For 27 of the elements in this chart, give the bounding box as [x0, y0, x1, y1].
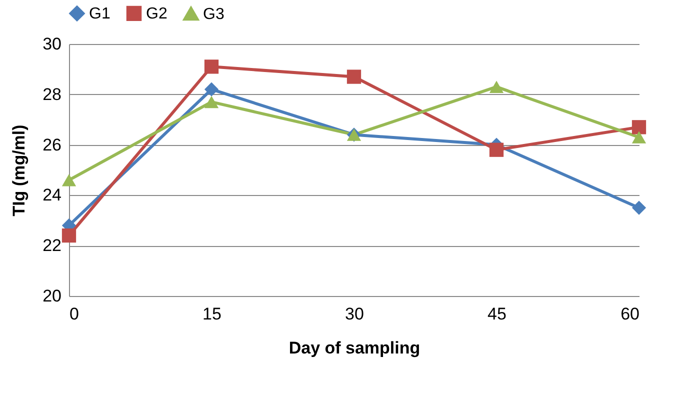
- legend-label: G1: [89, 5, 110, 22]
- y-tick-label: 30: [42, 34, 62, 54]
- point: [489, 80, 504, 93]
- y-tick-label: 22: [42, 236, 62, 256]
- point: [62, 174, 76, 186]
- x-tick-label: 0: [70, 304, 79, 324]
- point: [204, 60, 219, 74]
- legend-label: G3: [203, 6, 224, 23]
- point: [346, 70, 362, 84]
- x-tick-label: 15: [202, 304, 222, 324]
- point: [632, 120, 646, 134]
- point: [632, 131, 646, 144]
- y-axis-title: TIg (mg/ml): [10, 124, 29, 216]
- x-axis-title: Day of sampling: [288, 338, 420, 358]
- point: [204, 82, 219, 96]
- point: [489, 142, 504, 157]
- legend-label: G2: [146, 5, 168, 22]
- x-tick-label: 30: [345, 304, 364, 324]
- point: [62, 228, 76, 243]
- x-tick-label: 60: [620, 304, 640, 324]
- y-tick-label: 24: [42, 186, 62, 205]
- point: [632, 200, 646, 215]
- y-tick-label: 20: [42, 286, 62, 306]
- y-tick-label: 28: [42, 84, 62, 104]
- point: [204, 96, 219, 108]
- y-tick-label: 26: [42, 135, 62, 154]
- x-tick-label: 45: [488, 304, 506, 324]
